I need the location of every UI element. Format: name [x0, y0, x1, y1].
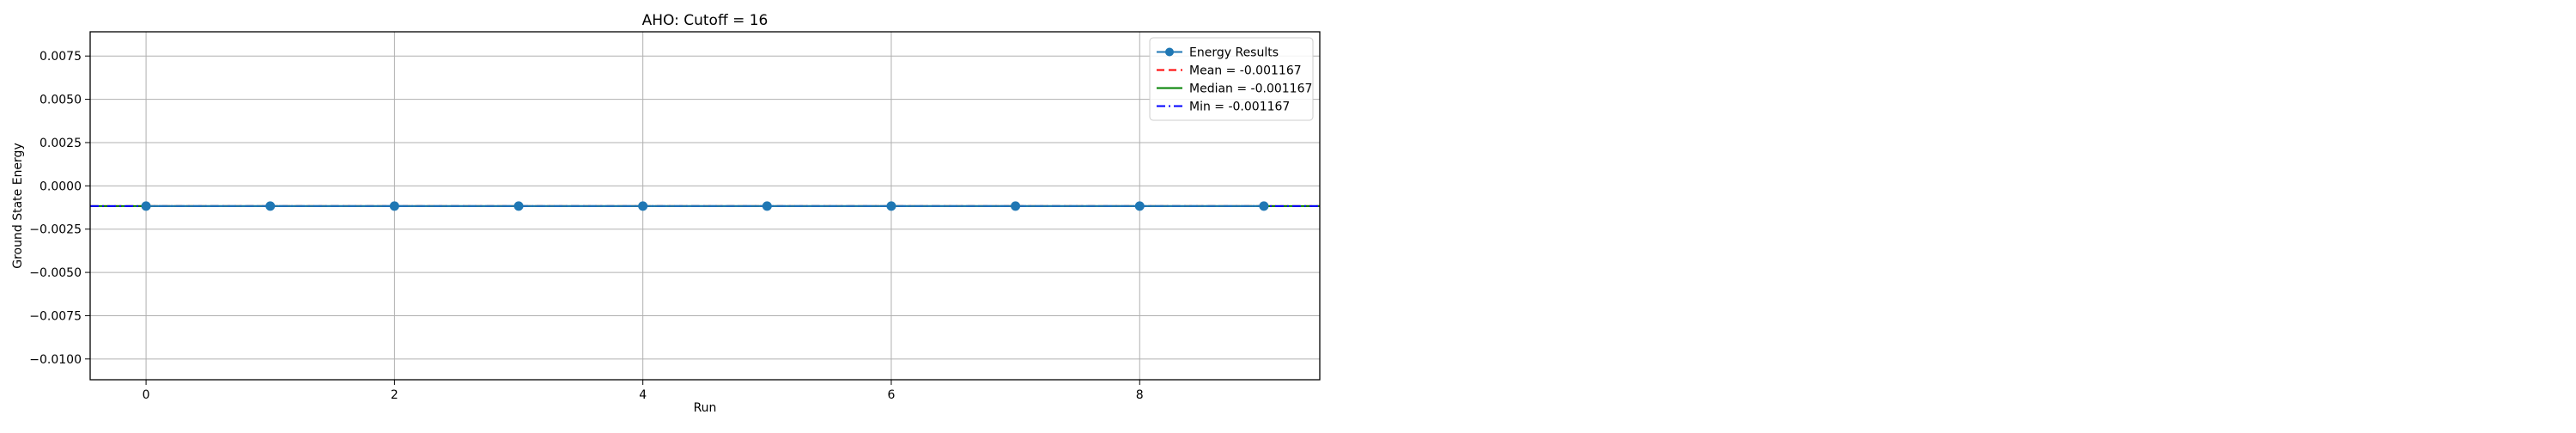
data-point — [389, 201, 399, 211]
legend-label: Energy Results — [1189, 46, 1279, 60]
y-axis-label: Ground State Energy — [11, 143, 25, 268]
legend-label: Mean = -0.001167 — [1189, 64, 1302, 78]
x-axis-ticks: 0 2 4 6 8 — [143, 380, 1144, 402]
data-point — [762, 201, 772, 211]
y-tick-label: 0.0075 — [39, 50, 82, 64]
legend-label: Median = -0.001167 — [1189, 82, 1312, 96]
y-tick-label: −0.0075 — [29, 309, 82, 323]
x-tick-label: 8 — [1136, 388, 1144, 402]
x-axis-label: Run — [694, 401, 717, 415]
y-tick-label: 0.0025 — [39, 137, 82, 150]
y-tick-label: 0.0050 — [39, 94, 82, 107]
legend-label: Min = -0.001167 — [1189, 101, 1290, 114]
grid-layer — [90, 32, 1320, 380]
legend: Energy Results Mean = -0.001167 Median = -… — [1149, 37, 1314, 121]
y-tick-label: −0.0050 — [29, 266, 82, 280]
data-point — [265, 201, 276, 211]
x-tick-label: 6 — [888, 388, 896, 402]
data-point — [886, 201, 896, 211]
y-tick-label: −0.0100 — [29, 353, 82, 367]
legend-box — [1149, 37, 1314, 121]
x-tick-label: 2 — [391, 388, 398, 402]
chart-title: AHO: Cutoff = 16 — [642, 12, 769, 29]
series-layer — [141, 201, 1269, 211]
data-point — [1134, 201, 1145, 211]
data-point — [638, 201, 648, 211]
plot-frame — [89, 31, 1321, 381]
data-point — [513, 201, 524, 211]
y-tick-label: 0.0000 — [39, 180, 82, 193]
x-tick-label: 4 — [639, 388, 647, 402]
x-tick-label: 0 — [143, 388, 150, 402]
y-axis-ticks: 0.0075 0.0050 0.0025 0.0000 −0.0025 −0.0050 −0… — [29, 50, 90, 367]
legend-marker — [1165, 47, 1174, 57]
data-point — [1011, 201, 1021, 211]
y-tick-label: −0.0025 — [29, 223, 82, 237]
data-point — [1259, 201, 1269, 211]
data-point — [141, 201, 151, 211]
